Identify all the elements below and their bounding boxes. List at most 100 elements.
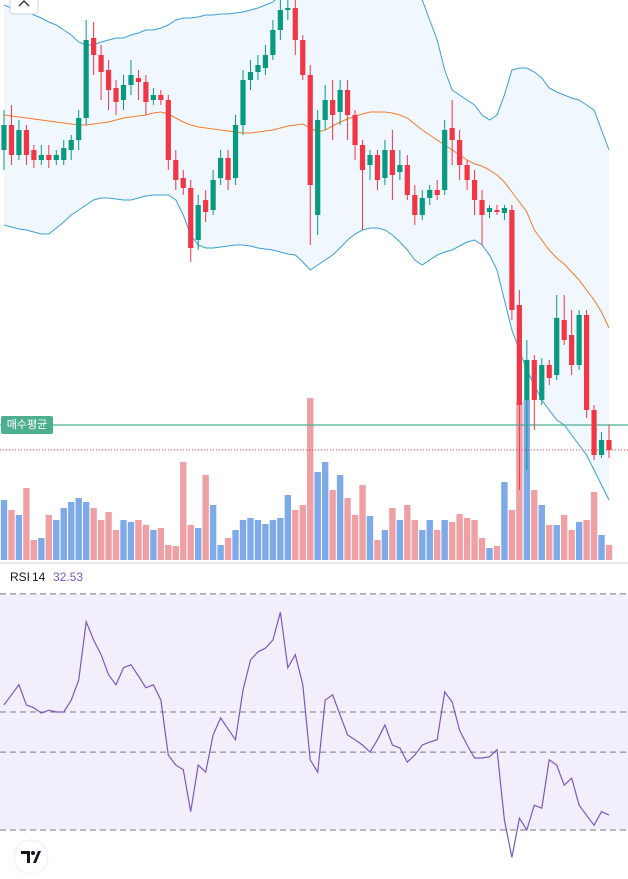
- candle-body: [397, 165, 403, 172]
- candle-body: [218, 158, 224, 178]
- candle-body: [330, 100, 336, 115]
- volume-bar: [120, 520, 127, 560]
- candle-body: [262, 55, 269, 68]
- volume-bar: [165, 545, 172, 560]
- volume-bar: [82, 502, 90, 560]
- candle-body: [307, 75, 313, 185]
- volume-bar: [307, 398, 314, 560]
- volume-bar: [299, 505, 306, 560]
- volume-bar: [232, 530, 239, 560]
- candle-body: [315, 120, 321, 215]
- volume-bar: [209, 505, 217, 560]
- candle-body: [516, 305, 522, 405]
- candle-body: [173, 160, 179, 180]
- candle-body: [113, 88, 119, 102]
- candle-body: [427, 190, 433, 198]
- bollinger-fill: [4, 0, 609, 500]
- candle-body: [434, 190, 440, 195]
- volume-bar: [359, 485, 366, 560]
- volume-bar: [180, 462, 187, 560]
- candle-body: [464, 165, 470, 180]
- candle-body: [195, 205, 201, 240]
- volume-bar: [8, 510, 15, 560]
- rsi-name: RSI: [10, 570, 30, 584]
- volume-bar: [493, 546, 501, 560]
- volume-bar: [90, 508, 97, 560]
- bollinger-middle: [3, 111, 610, 329]
- candle-body: [419, 198, 425, 215]
- volume-bar: [329, 490, 336, 560]
- volume-bar: [568, 530, 575, 560]
- candle-body: [554, 318, 560, 375]
- volume-bar: [419, 530, 426, 560]
- volume-bar: [546, 525, 553, 560]
- logo: [13, 839, 49, 875]
- candle-body: [188, 188, 194, 248]
- candle-body: [1, 125, 7, 150]
- candle-body: [247, 72, 254, 80]
- volume-bar: [411, 520, 419, 560]
- volume-bar: [478, 538, 486, 560]
- volume-bar: [553, 525, 560, 560]
- candle-body: [322, 100, 328, 120]
- candle-body: [277, 10, 283, 30]
- candle-body: [76, 118, 82, 140]
- volume-bar: [15, 515, 23, 560]
- candle-body: [203, 200, 209, 212]
- volume-bar: [38, 538, 45, 560]
- bollinger-upper: [3, 0, 610, 151]
- volume-bar: [68, 502, 75, 560]
- volume-bar: [75, 498, 82, 560]
- candle-body: [374, 155, 381, 180]
- candle-body: [344, 90, 351, 115]
- candle-body: [165, 100, 171, 160]
- bollinger-lower: [3, 194, 610, 501]
- candle-body: [337, 90, 343, 112]
- volume-bar: [105, 512, 112, 560]
- volume-bar: [381, 530, 389, 560]
- candle-body: [83, 40, 89, 118]
- candle-body: [412, 195, 418, 215]
- candle-body: [292, 8, 298, 40]
- candle-body: [285, 8, 291, 10]
- volume-bar: [112, 530, 120, 560]
- volume-bar: [374, 540, 381, 560]
- candle-body: [471, 180, 478, 200]
- candle-body: [128, 75, 134, 85]
- candle-body: [501, 208, 508, 213]
- volume-bar: [389, 508, 396, 560]
- volume-bar: [456, 514, 463, 560]
- volume-bar: [142, 525, 150, 560]
- volume-bar: [336, 475, 344, 560]
- candle-body: [509, 210, 515, 310]
- volume-bar: [150, 530, 157, 560]
- rsi-line: [3, 612, 610, 858]
- candle-body: [524, 360, 530, 400]
- volume-bar: [224, 538, 232, 560]
- volume-bar: [538, 505, 545, 560]
- candle-body: [300, 40, 306, 75]
- volume-bar: [187, 525, 194, 560]
- volume-bar: [97, 520, 105, 560]
- collapse-button[interactable]: [9, 0, 39, 15]
- candle-body: [240, 80, 246, 125]
- rsi-value: 32.53: [53, 570, 83, 584]
- volume-bar: [157, 528, 165, 560]
- candle-body: [576, 315, 582, 365]
- candle-body: [31, 150, 37, 160]
- candle-body: [389, 150, 395, 175]
- candle-body: [232, 125, 239, 178]
- rsi-pane: [0, 593, 628, 858]
- volume-bar: [501, 482, 508, 560]
- candle-body: [457, 140, 463, 165]
- volume-bar: [575, 522, 583, 560]
- volume-bar: [217, 545, 224, 560]
- candle-body: [598, 440, 605, 455]
- volume-bar: [314, 472, 321, 560]
- volume-bar: [344, 498, 351, 560]
- candle-body: [367, 155, 373, 165]
- volume-bar: [434, 530, 441, 560]
- candle-body: [225, 158, 231, 180]
- volume-bar: [508, 510, 516, 560]
- volume-bar: [60, 508, 67, 560]
